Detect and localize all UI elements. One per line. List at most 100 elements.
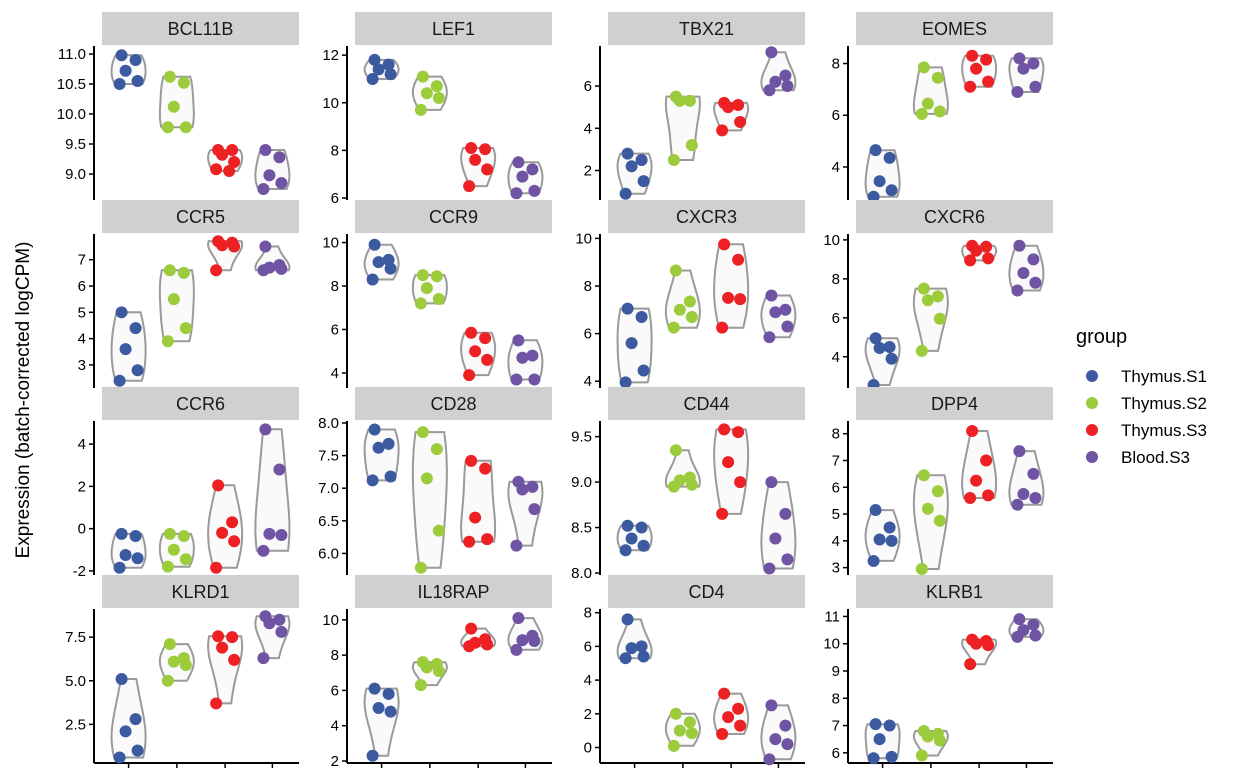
data-point [933,105,946,118]
data-point [621,519,634,532]
data-point [716,728,729,741]
y-tick-label: 6 [832,310,840,327]
data-point [779,719,792,732]
data-point [216,526,229,539]
data-point [966,425,979,438]
y-tick-label: 10.0 [57,106,86,123]
panel-cd4: CD4 0 2 4 6 8 [584,575,805,768]
data-point [683,716,696,729]
y-tick-label: 9 [832,663,840,680]
y-tick-label: 6 [832,745,840,762]
data-point [980,454,993,467]
y-tick-label: 2 [331,753,339,768]
data-point [765,699,778,712]
data-point [481,533,494,546]
data-point [465,326,478,339]
panel-klrb1: KLRB1 6 7 8 9 10 11 [823,575,1053,768]
data-point [516,351,529,364]
data-point [526,480,539,493]
data-point [732,426,745,439]
data-point [1013,239,1026,252]
panel-title: DPP4 [931,394,978,414]
data-point [384,470,397,483]
data-point [129,322,142,335]
data-point [635,153,648,166]
data-point [625,642,638,655]
data-point [667,321,680,334]
data-point [416,70,429,83]
legend-key-blood-s3 [1086,451,1098,463]
data-point [516,170,529,183]
data-point [1013,613,1026,626]
data-point [921,294,934,307]
data-point [528,184,541,197]
data-point [115,673,128,686]
y-tick-label: 6 [331,321,339,338]
data-point [931,71,944,84]
y-tick-label: 8 [331,142,339,159]
y-tick-label: 0 [78,521,86,538]
data-point [1011,630,1024,643]
panel-bcl11b: BCL11B 9.0 9.5 10.0 10.5 11.0 [57,12,299,200]
data-point [722,101,735,114]
y-tick-label: 4 [832,349,840,366]
data-point [625,160,638,173]
data-point [883,151,896,164]
data-point [481,163,494,176]
data-point [161,121,174,134]
data-point [716,507,729,520]
data-point [685,727,698,740]
data-point [210,163,223,176]
data-point [113,561,126,574]
data-point [873,342,886,355]
y-tick-label: 4 [832,159,840,176]
data-point [414,679,427,692]
data-point [1027,57,1040,70]
y-tick-label: 8 [331,647,339,664]
data-point [414,561,427,574]
y-tick-label: 7.0 [318,480,339,497]
y-tick-label: 4 [584,672,592,689]
data-point [669,444,682,457]
data-point [465,142,478,154]
data-point [933,734,946,747]
panel-tbx21: TBX21 2 4 6 [584,12,805,200]
data-point [226,144,239,156]
data-point [685,478,698,491]
data-point [873,175,886,188]
data-point [635,521,648,534]
data-point [769,532,782,545]
data-point [734,115,747,128]
y-tick-label: 10 [322,95,339,112]
data-point [637,539,650,552]
data-point [167,543,180,556]
data-point [765,289,778,302]
data-point [113,374,126,387]
data-point [469,153,482,166]
data-point [131,364,144,377]
data-point [161,560,174,573]
data-point [966,49,979,62]
data-point [469,511,482,524]
data-point [420,87,433,100]
data-point [921,97,934,110]
data-point [917,282,930,295]
y-tick-label: 8.0 [571,565,592,582]
data-point [119,64,132,77]
data-point [257,183,270,195]
data-point [210,697,223,710]
panel-ccr5: CCR5 3 4 5 6 7 [78,200,299,388]
legend-key-thymus-s3 [1086,424,1098,436]
data-point [228,240,241,253]
data-point [257,264,270,277]
data-point [420,472,433,485]
y-tick-label: 7.5 [65,629,86,646]
data-point [769,306,782,319]
data-point [625,337,638,350]
data-point [259,144,272,156]
legend-label: Thymus.S2 [1121,394,1207,413]
panel-title: KLRB1 [926,582,983,602]
data-point [179,553,192,566]
data-point [223,165,236,177]
